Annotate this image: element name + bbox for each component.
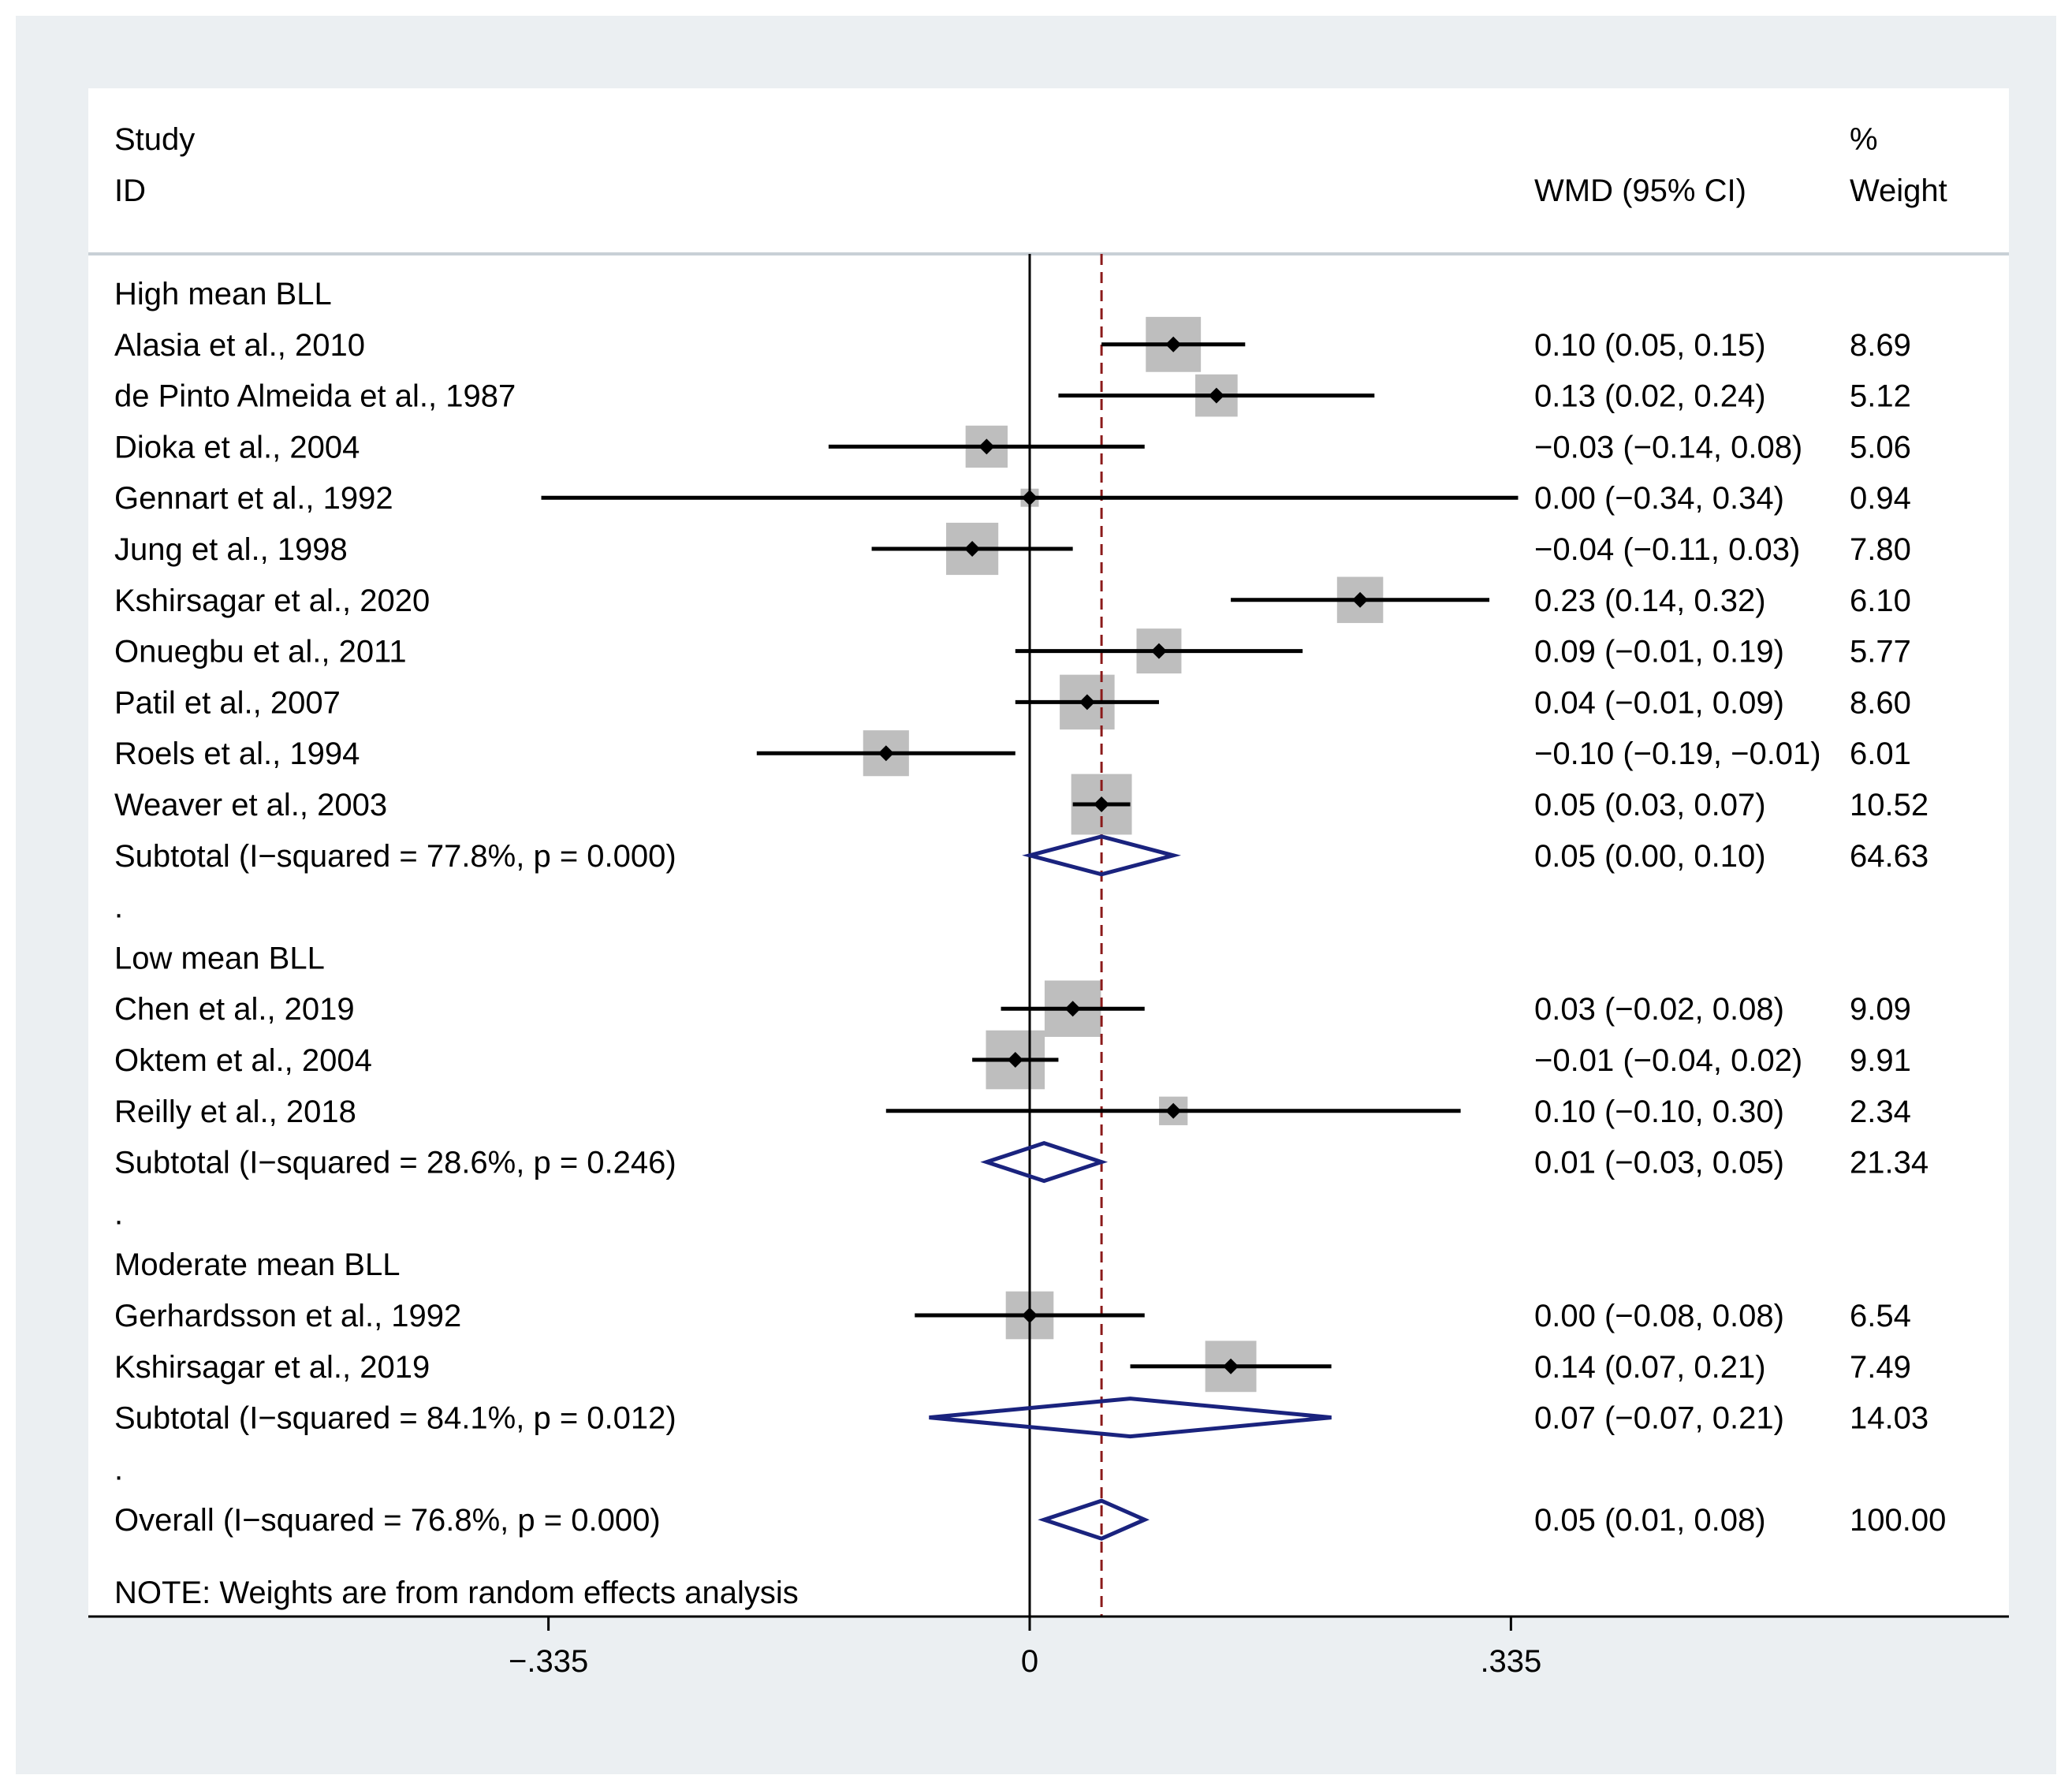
- point-estimate: [1079, 694, 1095, 710]
- row-label-group: Moderate mean BLL: [114, 1247, 400, 1282]
- row-weight: 9.91: [1850, 1043, 1911, 1078]
- subtotal-diamond: [1022, 834, 1182, 877]
- row-label-study: Gennart et al., 1992: [114, 481, 393, 516]
- x-tick-label: −.335: [509, 1644, 588, 1679]
- row-weight: 6.54: [1850, 1299, 1911, 1333]
- row-label-dot: .: [114, 1452, 123, 1486]
- row-weight: 100.00: [1850, 1503, 1946, 1538]
- header-percent: %: [1850, 122, 1878, 157]
- point-estimate: [1165, 336, 1182, 352]
- row-weight: 5.77: [1850, 635, 1911, 669]
- point-estimate: [1007, 1052, 1023, 1068]
- row-weight: 9.09: [1850, 992, 1911, 1027]
- point-estimate: [1150, 643, 1167, 659]
- header-study: Study: [114, 122, 195, 157]
- row-label-study: de Pinto Almeida et al., 1987: [114, 379, 516, 414]
- row-label-subtotal: Subtotal (I−squared = 28.6%, p = 0.246): [114, 1146, 676, 1180]
- point-estimate: [978, 438, 995, 455]
- point-estimate: [878, 745, 894, 762]
- row-ci: 0.05 (0.00, 0.10): [1534, 839, 1766, 874]
- point-estimate: [1022, 490, 1038, 506]
- row-ci: 0.03 (−0.02, 0.08): [1534, 992, 1784, 1027]
- row-weight: 8.69: [1850, 328, 1911, 363]
- row-label-study: Alasia et al., 2010: [114, 328, 365, 363]
- row-label-study: Roels et al., 1994: [114, 737, 360, 771]
- row-ci: 0.07 (−0.07, 0.21): [1534, 1401, 1784, 1436]
- row-weight: 7.80: [1850, 532, 1911, 567]
- note-text: NOTE: Weights are from random effects an…: [114, 1576, 799, 1610]
- point-estimate: [1223, 1358, 1239, 1374]
- x-tick-label: .335: [1480, 1644, 1541, 1679]
- row-weight: 0.94: [1850, 481, 1911, 516]
- row-label-subtotal: Subtotal (I−squared = 77.8%, p = 0.000): [114, 839, 676, 874]
- row-weight: 64.63: [1850, 839, 1929, 874]
- overall-diamond: [1038, 1498, 1150, 1541]
- row-weight: 14.03: [1850, 1401, 1929, 1436]
- point-estimate: [1165, 1102, 1182, 1119]
- header-wmd: WMD (95% CI): [1534, 173, 1746, 208]
- row-weight: 6.10: [1850, 584, 1911, 618]
- row-label-dot: .: [114, 1196, 123, 1231]
- row-ci: 0.23 (0.14, 0.32): [1534, 584, 1766, 618]
- row-ci: 0.13 (0.02, 0.24): [1534, 379, 1766, 414]
- row-weight: 7.49: [1850, 1350, 1911, 1385]
- row-label-overall: Overall (I−squared = 76.8%, p = 0.000): [114, 1503, 661, 1538]
- row-label-study: Patil et al., 2007: [114, 685, 341, 720]
- row-label-group: High mean BLL: [114, 277, 332, 311]
- row-label-subtotal: Subtotal (I−squared = 84.1%, p = 0.012): [114, 1401, 676, 1436]
- row-ci: 0.00 (−0.08, 0.08): [1534, 1299, 1784, 1333]
- row-label-study: Chen et al., 2019: [114, 992, 355, 1027]
- study-marks: [541, 336, 1519, 1541]
- point-estimate: [964, 541, 981, 557]
- row-label-dot: .: [114, 890, 123, 925]
- row-weight: 10.52: [1850, 788, 1929, 822]
- row-ci: 0.05 (0.01, 0.08): [1534, 1503, 1766, 1538]
- row-ci: 0.05 (0.03, 0.07): [1534, 788, 1766, 822]
- axis-lines: [88, 254, 2009, 1618]
- row-ci: −0.04 (−0.11, 0.03): [1534, 532, 1800, 567]
- row-ci: 0.10 (0.05, 0.15): [1534, 328, 1766, 363]
- row-label-study: Weaver et al., 2003: [114, 788, 387, 822]
- header-weight: Weight: [1850, 173, 1947, 208]
- row-weight: 21.34: [1850, 1146, 1929, 1180]
- subtotal-diamond: [980, 1140, 1109, 1184]
- row-weight: 8.60: [1850, 685, 1911, 720]
- row-text: High mean BLL Alasia et al., 2010 0.10 (0.…: [114, 277, 1946, 1538]
- row-ci: 0.01 (−0.03, 0.05): [1534, 1146, 1784, 1180]
- row-weight: 6.01: [1850, 737, 1911, 771]
- row-weight: 2.34: [1850, 1095, 1911, 1129]
- subtotal-diamond: [929, 1397, 1332, 1439]
- row-ci: 0.04 (−0.01, 0.09): [1534, 685, 1784, 720]
- row-label-study: Gerhardsson et al., 1992: [114, 1299, 461, 1333]
- point-estimate: [1064, 1001, 1081, 1017]
- x-tick-label: 0: [1021, 1644, 1038, 1679]
- row-weight: 5.12: [1850, 379, 1911, 414]
- row-ci: −0.03 (−0.14, 0.08): [1534, 430, 1802, 464]
- row-label-study: Kshirsagar et al., 2019: [114, 1350, 430, 1385]
- x-axis-ticks: −.335 0 .335: [509, 1617, 1541, 1679]
- row-label-study: Onuegbu et al., 2011: [114, 635, 407, 669]
- row-ci: 0.14 (0.07, 0.21): [1534, 1350, 1766, 1385]
- row-weight: 5.06: [1850, 430, 1911, 464]
- row-ci: −0.10 (−0.19, −0.01): [1534, 737, 1821, 771]
- row-label-study: Reilly et al., 2018: [114, 1095, 356, 1129]
- point-estimate: [1352, 591, 1369, 608]
- row-ci: 0.09 (−0.01, 0.19): [1534, 635, 1784, 669]
- point-estimate: [1094, 796, 1110, 812]
- row-label-study: Jung et al., 1998: [114, 532, 348, 567]
- row-ci: −0.01 (−0.04, 0.02): [1534, 1043, 1802, 1078]
- row-label-study: Oktem et al., 2004: [114, 1043, 372, 1078]
- point-estimate: [1208, 387, 1224, 404]
- header-id: ID: [114, 173, 146, 208]
- row-label-group: Low mean BLL: [114, 941, 325, 975]
- point-estimate: [1022, 1307, 1038, 1323]
- row-label-study: Dioka et al., 2004: [114, 430, 360, 464]
- row-ci: 0.00 (−0.34, 0.34): [1534, 481, 1784, 516]
- row-label-study: Kshirsagar et al., 2020: [114, 584, 430, 618]
- row-ci: 0.10 (−0.10, 0.30): [1534, 1095, 1784, 1129]
